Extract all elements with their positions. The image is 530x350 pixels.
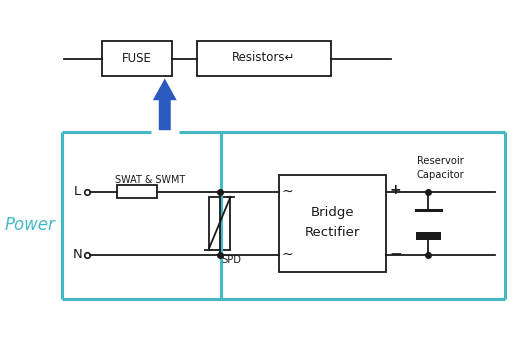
Text: SWAT & SWMT: SWAT & SWMT [114, 175, 185, 185]
Text: −: − [389, 247, 402, 262]
Bar [117, 186, 157, 198]
Bar [279, 175, 386, 272]
Text: FUSE: FUSE [122, 52, 152, 65]
Text: Power: Power [5, 216, 56, 234]
Text: SPD: SPD [222, 254, 242, 265]
Text: ~: ~ [281, 247, 293, 261]
Bar [102, 41, 172, 77]
Text: +: + [390, 183, 401, 197]
Text: N: N [72, 248, 82, 261]
Text: Resistors↵: Resistors↵ [232, 51, 296, 64]
Text: ~: ~ [281, 185, 293, 199]
Text: Reservoir
Capacitor: Reservoir Capacitor [417, 156, 464, 180]
Polygon shape [153, 78, 176, 130]
Bar [416, 232, 441, 240]
Bar [197, 41, 331, 77]
Text: Bridge
Rectifier: Bridge Rectifier [305, 206, 360, 239]
Bar [209, 197, 231, 250]
Text: L: L [74, 186, 81, 198]
